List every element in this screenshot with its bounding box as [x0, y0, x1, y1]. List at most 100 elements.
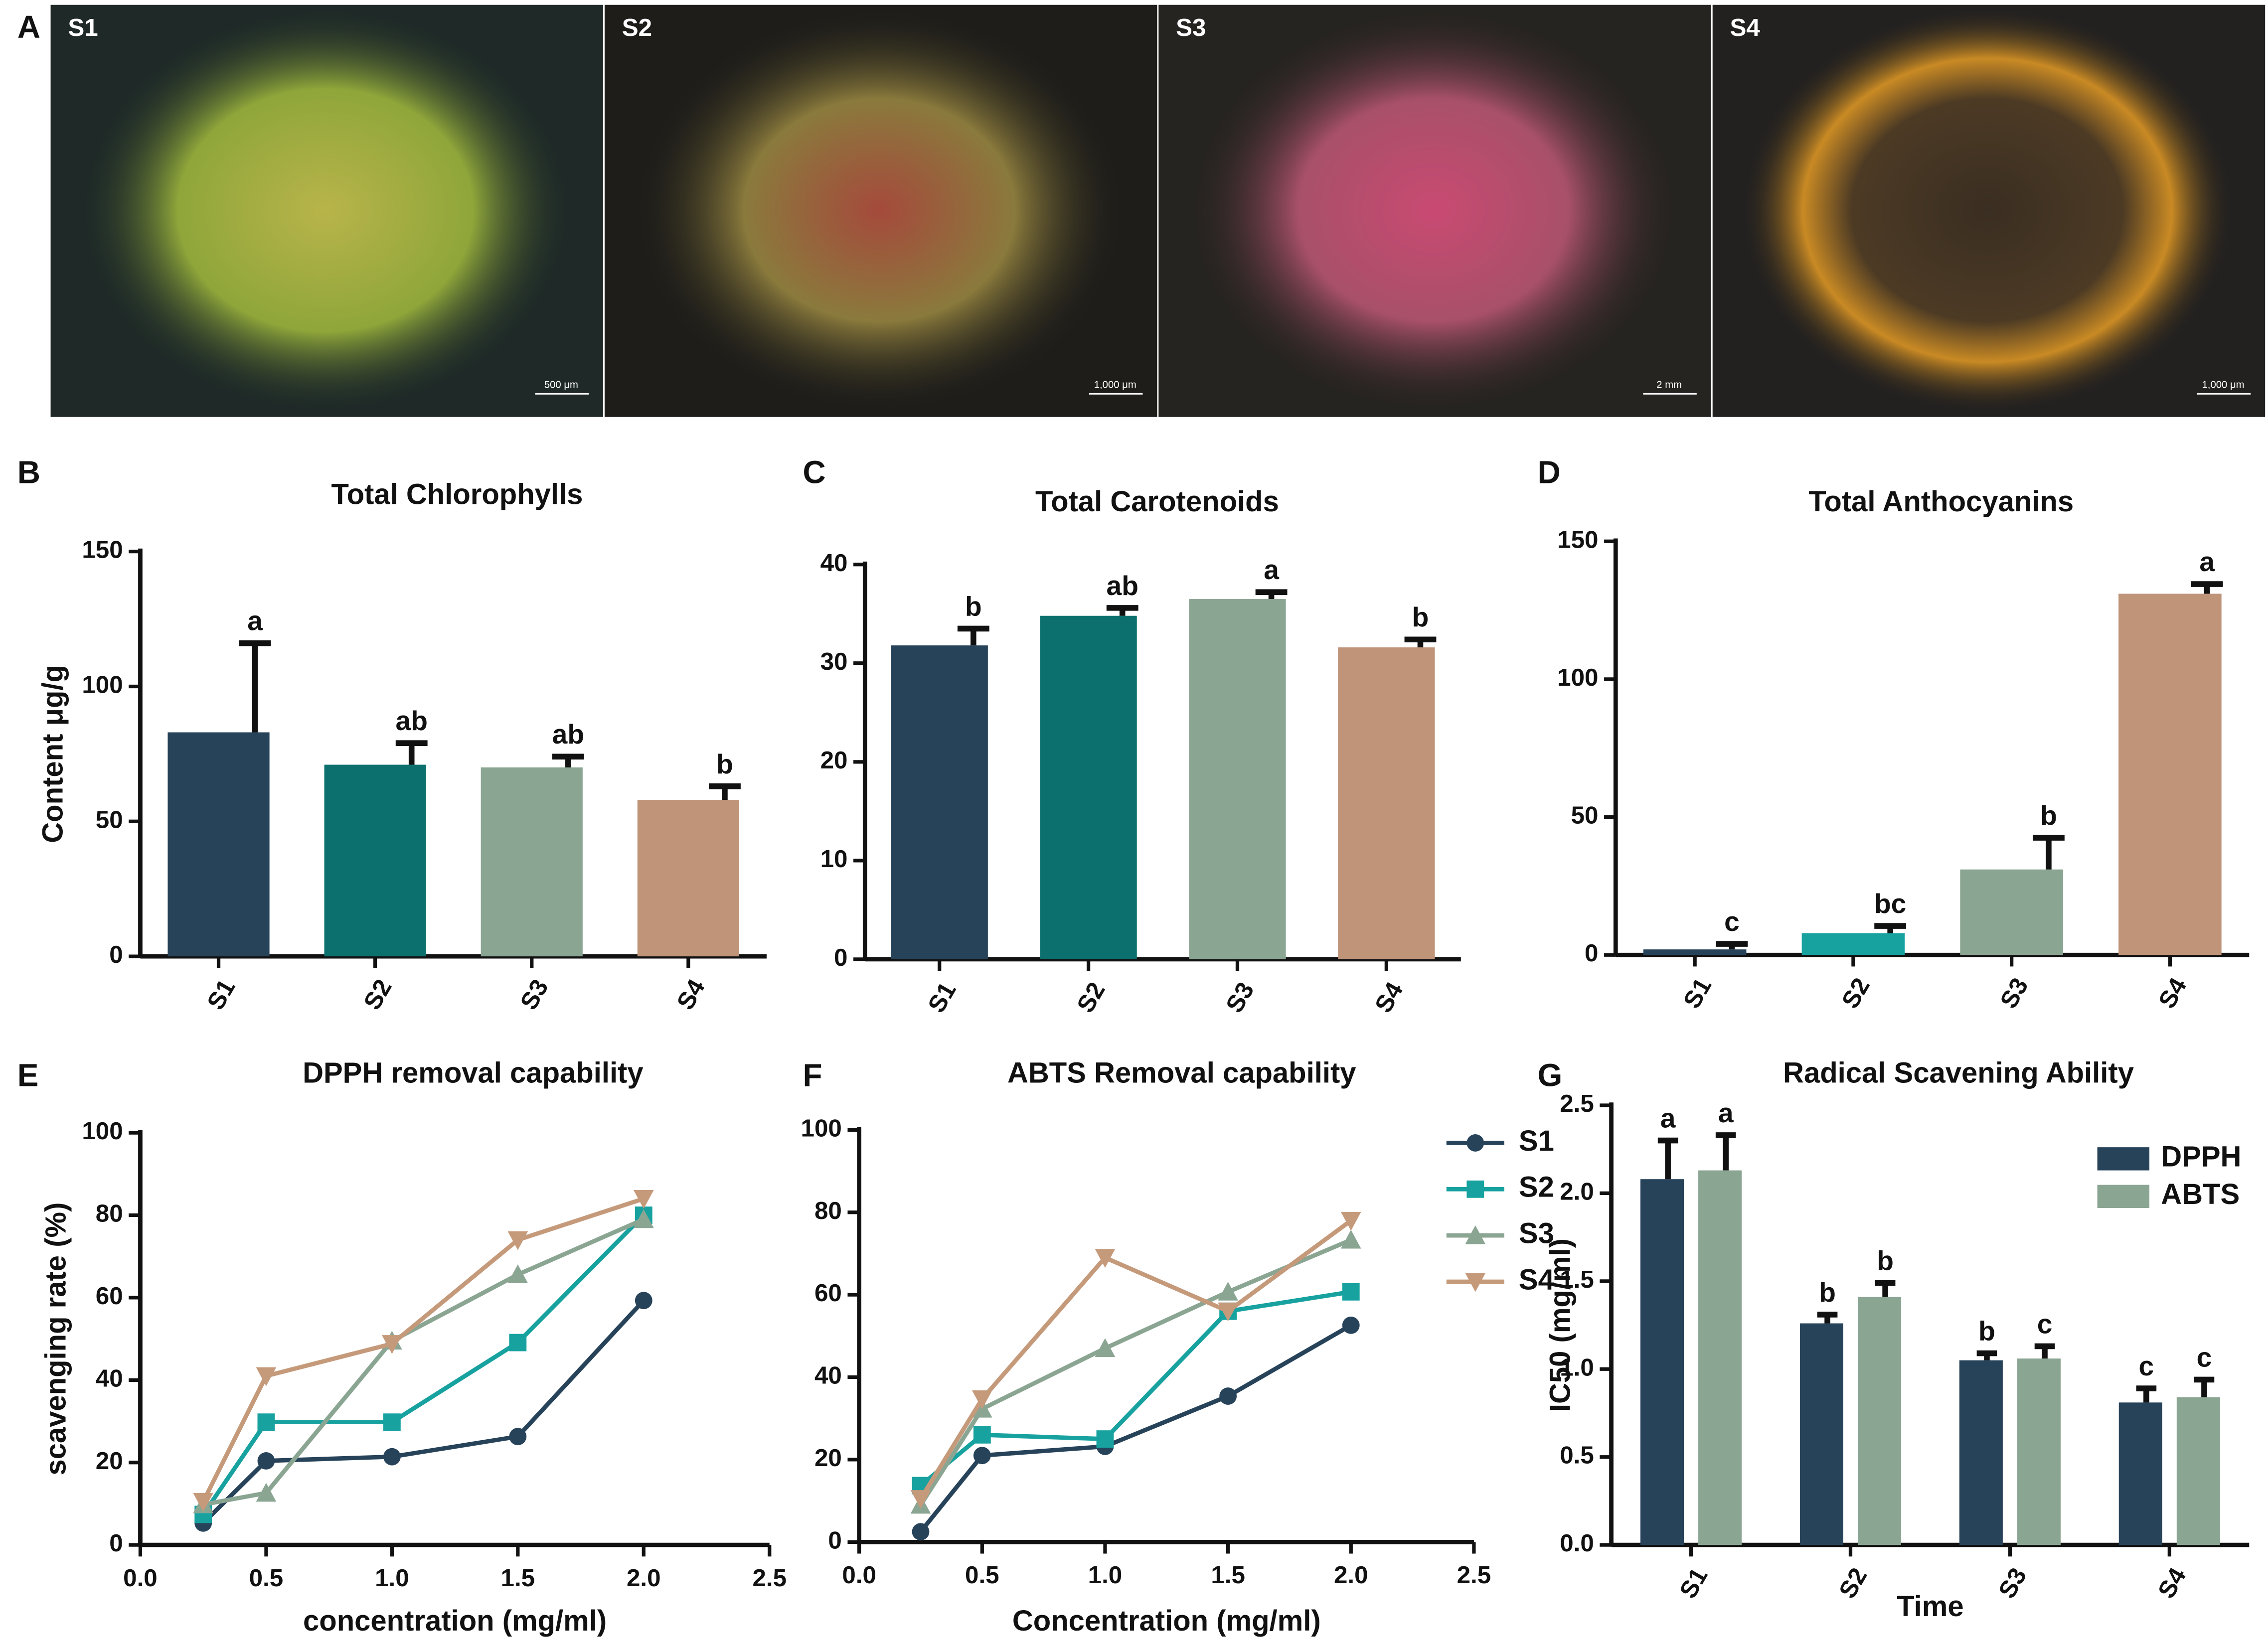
marker: [633, 1190, 654, 1209]
specimen: [633, 7, 1126, 413]
y-tick-label: 0: [109, 1529, 123, 1557]
y-tick-label: 0: [834, 944, 847, 971]
marker: [257, 1413, 275, 1431]
x-tick-label: 1.5: [501, 1564, 535, 1592]
bar: [2017, 1358, 2061, 1545]
y-tick-label: 30: [820, 648, 848, 675]
marker: [256, 1367, 277, 1386]
legend-label: S4: [1519, 1263, 1554, 1296]
y-tick-label: 100: [801, 1114, 842, 1142]
significance-label: b: [1978, 1315, 1995, 1346]
legend-label: S2: [1519, 1171, 1554, 1203]
y-tick-label: 0: [828, 1526, 841, 1554]
x-axis-label: Concentration (mg/ml): [1012, 1605, 1321, 1637]
panel-letter: C: [803, 454, 825, 490]
panel-letter: D: [1538, 454, 1561, 490]
specimen: [1741, 7, 2234, 413]
marker: [1218, 1282, 1238, 1301]
marker: [912, 1523, 930, 1541]
bar: [1857, 1297, 1902, 1545]
marker: [256, 1483, 277, 1502]
chart-title: Total Carotenoids: [1035, 485, 1279, 518]
y-tick-label: 2.0: [1560, 1178, 1594, 1205]
scale-label: 1,000 μm: [1094, 379, 1136, 390]
bar: [2118, 594, 2222, 955]
y-axis-label: Content μg/g: [37, 665, 69, 843]
photo-label: S2: [622, 14, 652, 41]
panel-letter: E: [17, 1057, 39, 1093]
x-tick-label: S3: [1995, 973, 2034, 1013]
significance-label: a: [2199, 546, 2215, 577]
x-tick-label: 2.0: [627, 1564, 661, 1592]
panel-letter: A: [17, 9, 40, 45]
x-tick-label: S3: [1993, 1563, 2032, 1603]
marker: [1465, 1273, 1486, 1292]
marker: [507, 1264, 528, 1284]
bar: [1960, 869, 2063, 955]
significance-label: b: [2040, 800, 2057, 831]
x-tick-label: 0.0: [842, 1561, 876, 1589]
y-tick-label: 60: [96, 1282, 123, 1310]
x-tick-label: S1: [923, 978, 962, 1018]
photo-label: S4: [1730, 14, 1761, 41]
marker: [1466, 1134, 1484, 1152]
bar: [1040, 615, 1137, 959]
series-line: [201, 1213, 646, 1516]
y-tick-label: 1.0: [1560, 1353, 1594, 1381]
x-tick-label: 1.5: [1211, 1561, 1245, 1589]
y-tick-label: 150: [82, 536, 123, 564]
significance-label: ab: [1107, 570, 1138, 601]
y-axis-label: scavenging rate (%): [39, 1202, 72, 1476]
specimen: [79, 7, 572, 413]
significance-label: a: [247, 605, 263, 636]
y-tick-label: 0: [109, 941, 123, 968]
y-tick-label: 0.5: [1560, 1442, 1594, 1469]
chart-title: DPPH removal capability: [303, 1056, 644, 1089]
specimen: [1187, 7, 1679, 413]
marker: [910, 1490, 931, 1509]
significance-label: a: [1718, 1097, 1734, 1128]
marker: [1095, 1338, 1116, 1357]
photo-label: S3: [1176, 14, 1206, 41]
y-tick-label: 100: [82, 1117, 123, 1145]
y-tick-label: 2.5: [1560, 1090, 1594, 1117]
significance-label: b: [965, 591, 982, 621]
bar: [1338, 647, 1435, 959]
series-line: [919, 1238, 1352, 1506]
panel-letter: F: [803, 1057, 822, 1093]
y-tick-label: 150: [1557, 526, 1598, 553]
significance-label: a: [1660, 1103, 1676, 1134]
bar: [1799, 1323, 1843, 1545]
y-tick-label: 80: [96, 1200, 123, 1227]
marker: [1342, 1316, 1360, 1334]
panel-letter: G: [1538, 1057, 1563, 1093]
y-tick-label: 10: [820, 845, 848, 873]
significance-label: b: [1412, 601, 1429, 632]
y-tick-label: 50: [1571, 802, 1599, 829]
significance-label: c: [1724, 906, 1740, 937]
bar: [167, 732, 270, 957]
x-tick-label: S3: [1221, 978, 1260, 1018]
x-tick-label: S1: [1674, 1563, 1713, 1603]
x-tick-label: 0.0: [123, 1564, 158, 1592]
bar: [1640, 1179, 1684, 1545]
marker: [382, 1335, 402, 1354]
x-tick-label: S4: [671, 974, 710, 1014]
significance-label: a: [1264, 554, 1280, 585]
x-tick-label: 0.5: [965, 1561, 999, 1589]
x-tick-label: 2.5: [752, 1564, 787, 1592]
bar: [1189, 599, 1286, 959]
marker: [635, 1292, 652, 1310]
marker: [383, 1413, 401, 1431]
marker: [972, 1390, 992, 1409]
scale-label: 1,000 μm: [2202, 379, 2245, 390]
x-tick-label: S1: [202, 975, 241, 1015]
marker: [383, 1448, 401, 1466]
y-tick-label: 20: [820, 747, 848, 774]
chart-title: Total Anthocyanins: [1808, 485, 2074, 518]
y-axis-label: IC50 (mg/ml): [1544, 1238, 1576, 1412]
marker: [1340, 1211, 1361, 1231]
y-tick-label: 40: [96, 1364, 123, 1392]
x-tick-label: 1.0: [375, 1564, 409, 1592]
